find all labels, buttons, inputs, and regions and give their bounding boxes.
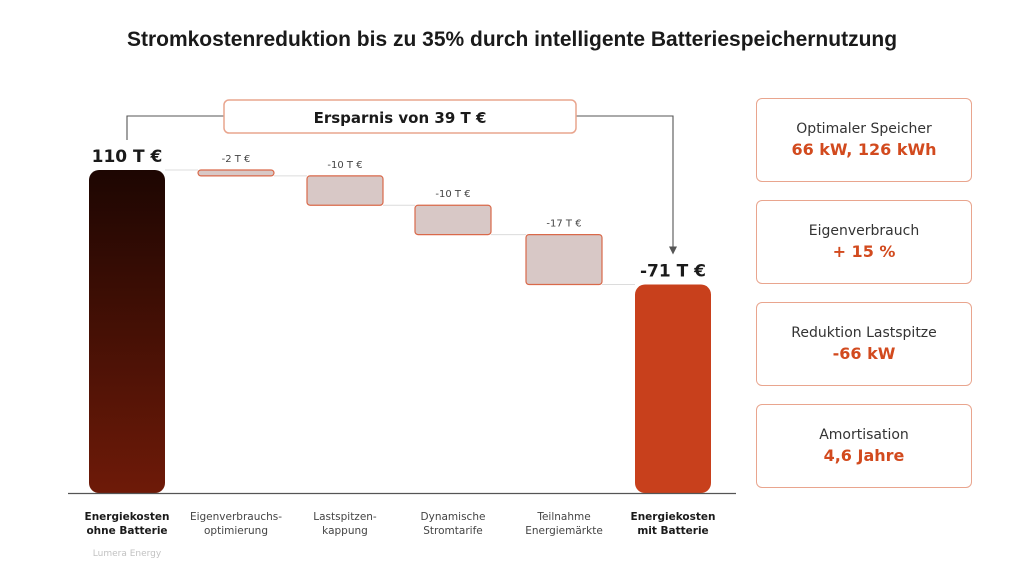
bar-start-total [89,170,165,493]
kpi-card-peak-reduction: Reduktion Lastspitze -66 kW [756,302,972,386]
kpi-card-self-consumption: Eigenverbrauch + 15 % [756,200,972,284]
savings-box [223,99,577,134]
category-label: mit Batterie [637,525,708,537]
category-label: optimierung [204,525,268,537]
category-label: Energiekosten [631,511,716,523]
bar-step [414,204,492,236]
category-label: Teilnahme [536,511,590,523]
category-label: Energiekosten [85,511,170,523]
source-label: Lumera Energy [93,549,162,559]
chart-title: Stromkostenreduktion bis zu 35% durch in… [126,28,898,51]
kpi-value: 66 kW, 126 kWh [791,140,937,159]
bar-step [525,234,603,286]
kpi-value: -66 kW [832,344,896,363]
kpi-label: Amortisation [819,427,909,443]
savings-label: Ersparnis von 39 T € [314,109,487,127]
kpi-card-amortisation: Amortisation 4,6 Jahre [756,404,972,488]
value-label: -2 T € [222,154,251,165]
bar-end-total [635,284,711,493]
savings-bracket [126,115,674,253]
kpi-label: Optimaler Speicher [796,121,932,137]
kpi-value: + 15 % [832,242,896,261]
kpi-label: Eigenverbrauch [808,223,920,239]
value-label: -71 T € [640,262,706,282]
category-label: Energiemärkte [525,525,603,537]
kpi-card-optimal-storage: Optimaler Speicher 66 kW, 126 kWh [756,98,972,182]
value-label: 110 T € [92,147,163,167]
bar-step [197,169,275,177]
category-label: ohne Batterie [86,525,167,537]
category-label: Eigenverbrauchs- [190,511,282,523]
category-label: kappung [322,525,368,537]
waterfall-chart: 110 T € -2 T € -10 T € -10 T € -17 T € -71 T … [68,99,736,559]
value-label: -10 T € [435,189,470,200]
value-label: -10 T € [327,160,362,171]
kpi-label: Reduktion Lastspitze [791,325,937,341]
bar-step [306,175,384,206]
value-label: -17 T € [546,219,581,230]
category-label: Dynamische [421,511,486,523]
kpi-value: 4,6 Jahre [823,446,905,465]
category-label: Lastspitzen- [313,511,377,523]
savings-arrow-head [669,246,677,255]
category-label: Stromtarife [423,525,482,537]
